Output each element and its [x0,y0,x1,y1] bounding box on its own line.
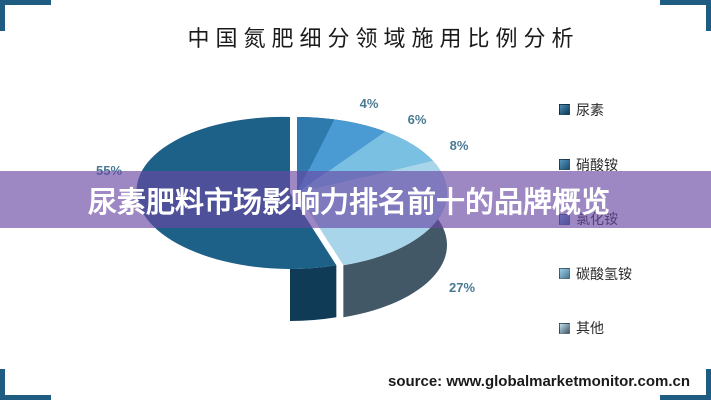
svg-text:27%: 27% [449,280,475,295]
svg-text:6%: 6% [408,112,427,127]
svg-text:4%: 4% [360,96,379,111]
svg-text:8%: 8% [450,138,469,153]
